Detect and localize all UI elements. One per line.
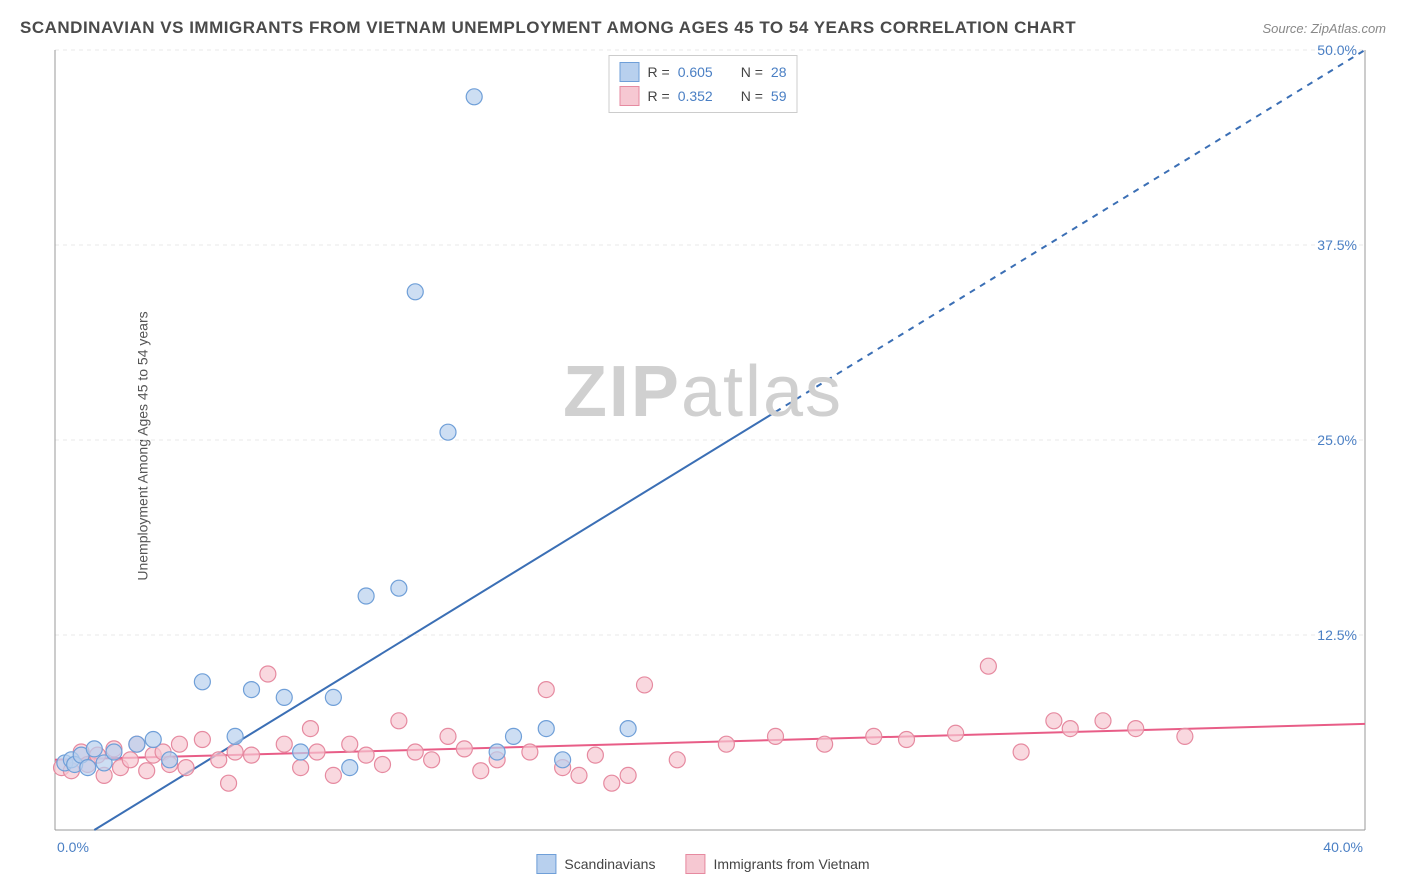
legend-label: Immigrants from Vietnam xyxy=(713,856,869,872)
svg-text:37.5%: 37.5% xyxy=(1317,237,1357,253)
legend-row: R = 0.352 N = 59 xyxy=(620,84,787,108)
legend-swatch-icon xyxy=(685,854,705,874)
legend-swatch-scandinavians xyxy=(620,62,640,82)
legend-correlation: R = 0.605 N = 28 R = 0.352 N = 59 xyxy=(609,55,798,113)
legend-swatch-icon xyxy=(536,854,556,874)
svg-text:12.5%: 12.5% xyxy=(1317,627,1357,643)
legend-item-vietnam: Immigrants from Vietnam xyxy=(685,854,869,874)
legend-series: Scandinavians Immigrants from Vietnam xyxy=(536,854,869,874)
legend-row: R = 0.605 N = 28 xyxy=(620,60,787,84)
svg-text:0.0%: 0.0% xyxy=(57,839,89,855)
svg-text:40.0%: 40.0% xyxy=(1323,839,1363,855)
svg-text:25.0%: 25.0% xyxy=(1317,432,1357,448)
legend-swatch-vietnam xyxy=(620,86,640,106)
legend-label: Scandinavians xyxy=(564,856,655,872)
svg-text:50.0%: 50.0% xyxy=(1317,42,1357,58)
scatter-chart: 12.5% 25.0% 37.5% 50.0% 0.0% 40.0% xyxy=(0,0,1406,892)
legend-item-scandinavians: Scandinavians xyxy=(536,854,655,874)
